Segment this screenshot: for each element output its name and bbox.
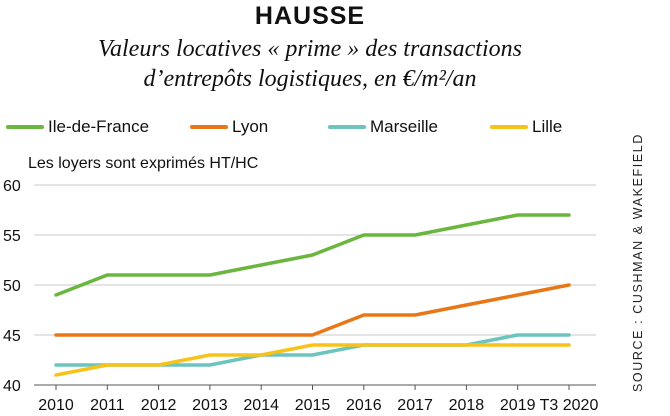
x-tick-label: 2019 [500, 397, 536, 414]
x-tick-label: 2013 [192, 397, 228, 414]
x-tick-label: 2014 [243, 397, 279, 414]
x-tick-label: T3 2020 [540, 397, 599, 414]
chart-title: HAUSSE [254, 2, 366, 30]
x-tick-label: 2018 [449, 397, 485, 414]
y-tick-label: 45 [3, 328, 21, 345]
y-tick-label: 40 [3, 378, 21, 395]
subtitle-line-2: d’entrepôts logistiques, en €/m²/an [143, 66, 477, 92]
y-tick-label: 60 [3, 178, 21, 195]
chart-subtitle: Valeurs locatives « prime » des transact… [0, 34, 620, 94]
legend-swatch [6, 125, 44, 129]
series-line-marseille [54, 333, 571, 367]
x-tick-label: 2011 [90, 397, 125, 414]
x-tick-label: 2012 [141, 397, 177, 414]
legend-label: Lyon [232, 117, 269, 136]
x-tick-label: 2015 [295, 397, 331, 414]
legend-label: Ile-de-France [48, 117, 150, 136]
x-tick-label: 2016 [346, 397, 382, 414]
legend-label: Lille [532, 117, 563, 136]
series-line-lyon [54, 283, 571, 337]
legend: Ile-de-France Lyon Marseille Lille [0, 114, 620, 140]
x-tick-label: 2010 [38, 397, 74, 414]
units-note: Les loyers sont exprimés HT/HC [28, 155, 259, 172]
series-line-lille [54, 343, 571, 377]
y-tick-label: 50 [3, 278, 21, 295]
subtitle-line-1: Valeurs locatives « prime » des transact… [98, 36, 522, 62]
legend-label: Marseille [370, 117, 439, 136]
legend-swatch [328, 125, 366, 129]
legend-swatch [190, 125, 228, 129]
y-tick-label: 55 [3, 228, 21, 245]
x-tick-label: 2017 [397, 397, 433, 414]
series-line-ile-de-france [54, 213, 571, 297]
legend-swatch [490, 125, 528, 129]
